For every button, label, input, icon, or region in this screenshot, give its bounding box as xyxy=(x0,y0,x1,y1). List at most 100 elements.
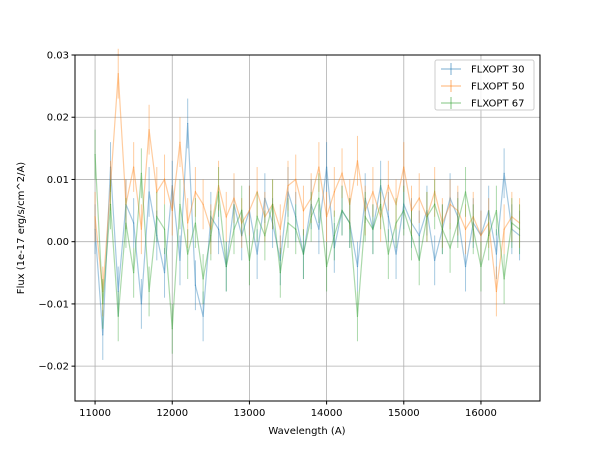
data-point xyxy=(94,216,96,218)
data-point xyxy=(163,228,166,230)
data-point xyxy=(202,315,204,317)
data-point xyxy=(480,234,482,237)
data-point xyxy=(356,315,359,317)
data-point xyxy=(310,203,312,205)
data-point xyxy=(302,253,305,255)
data-point xyxy=(187,253,189,255)
data-point xyxy=(241,209,243,212)
data-point xyxy=(225,265,227,268)
data-point xyxy=(302,209,305,212)
data-point xyxy=(109,185,112,187)
data-point xyxy=(418,259,420,261)
data-point xyxy=(434,191,436,193)
legend: FLXOPT 30 FLXOPT 50 FLXOPT 67 xyxy=(434,59,535,111)
data-point xyxy=(511,216,513,218)
data-point xyxy=(256,253,258,255)
ticks: 11000 12000 13000 14000 15000 16000 −0.02 −0.01… xyxy=(38,51,497,420)
data-point xyxy=(333,234,335,237)
y-tick-label: 0.01 xyxy=(47,175,69,186)
x-tick-label: 14000 xyxy=(311,408,343,419)
data-point xyxy=(318,228,320,230)
data-point xyxy=(426,216,428,218)
data-point xyxy=(271,222,274,224)
data-point xyxy=(140,228,142,230)
legend-label: FLXOPT 67 xyxy=(471,99,524,110)
data-point xyxy=(163,178,166,181)
data-point xyxy=(287,191,289,193)
data-point xyxy=(503,172,505,174)
data-point xyxy=(418,234,420,237)
data-point xyxy=(441,228,443,230)
data-point xyxy=(380,216,382,218)
data-point xyxy=(140,303,142,305)
data-point xyxy=(225,265,227,268)
data-point xyxy=(318,166,320,168)
data-point xyxy=(117,315,119,317)
legend-label: FLXOPT 30 xyxy=(471,65,524,76)
data-point xyxy=(333,191,335,193)
data-point xyxy=(117,73,119,75)
data-point xyxy=(148,191,150,193)
data-point xyxy=(287,222,289,224)
data-point xyxy=(518,228,521,230)
series-line xyxy=(94,154,520,329)
data-point xyxy=(194,284,196,286)
data-point xyxy=(434,203,436,205)
data-point xyxy=(117,290,119,293)
data-point xyxy=(326,166,328,168)
data-point xyxy=(495,290,497,293)
y-tick-label: 0.02 xyxy=(47,113,69,124)
data-point xyxy=(163,272,166,274)
data-point xyxy=(341,209,343,212)
data-point xyxy=(403,209,405,212)
data-point xyxy=(356,265,359,268)
data-point xyxy=(125,222,127,224)
data-point xyxy=(464,228,467,230)
data-point xyxy=(426,209,428,212)
data-point xyxy=(210,234,212,237)
data-point xyxy=(341,209,343,212)
data-point xyxy=(480,234,482,237)
series-group xyxy=(94,48,521,360)
data-point xyxy=(194,191,196,193)
data-point xyxy=(264,216,266,218)
data-point xyxy=(102,290,104,293)
data-point xyxy=(109,203,112,205)
data-point xyxy=(380,185,382,187)
data-point xyxy=(472,222,474,224)
y-tick-label: −0.02 xyxy=(38,362,69,373)
data-point xyxy=(441,222,443,224)
data-point xyxy=(133,166,135,168)
data-point xyxy=(233,228,235,230)
data-point xyxy=(410,222,413,224)
data-point xyxy=(256,216,258,218)
data-point xyxy=(495,253,497,255)
data-point xyxy=(349,203,351,205)
data-point xyxy=(271,203,274,205)
data-point xyxy=(179,203,181,205)
data-point xyxy=(488,234,490,237)
data-point xyxy=(287,185,289,187)
data-point xyxy=(318,197,320,199)
data-point xyxy=(295,216,297,218)
data-point xyxy=(472,216,474,218)
data-point xyxy=(480,265,482,268)
data-point xyxy=(179,259,181,261)
data-point xyxy=(125,203,127,205)
data-point xyxy=(140,172,142,174)
data-point xyxy=(109,166,112,168)
x-tick-label: 16000 xyxy=(465,408,497,419)
data-point xyxy=(102,303,104,305)
data-point xyxy=(187,222,189,224)
data-point xyxy=(333,247,335,249)
data-point xyxy=(187,122,189,125)
data-point xyxy=(171,209,173,212)
data-point xyxy=(279,272,281,274)
series-line xyxy=(94,123,520,336)
data-point xyxy=(410,209,413,212)
data-point xyxy=(426,216,428,218)
legend-box xyxy=(434,59,535,111)
data-point xyxy=(156,191,158,193)
data-point xyxy=(356,160,359,162)
